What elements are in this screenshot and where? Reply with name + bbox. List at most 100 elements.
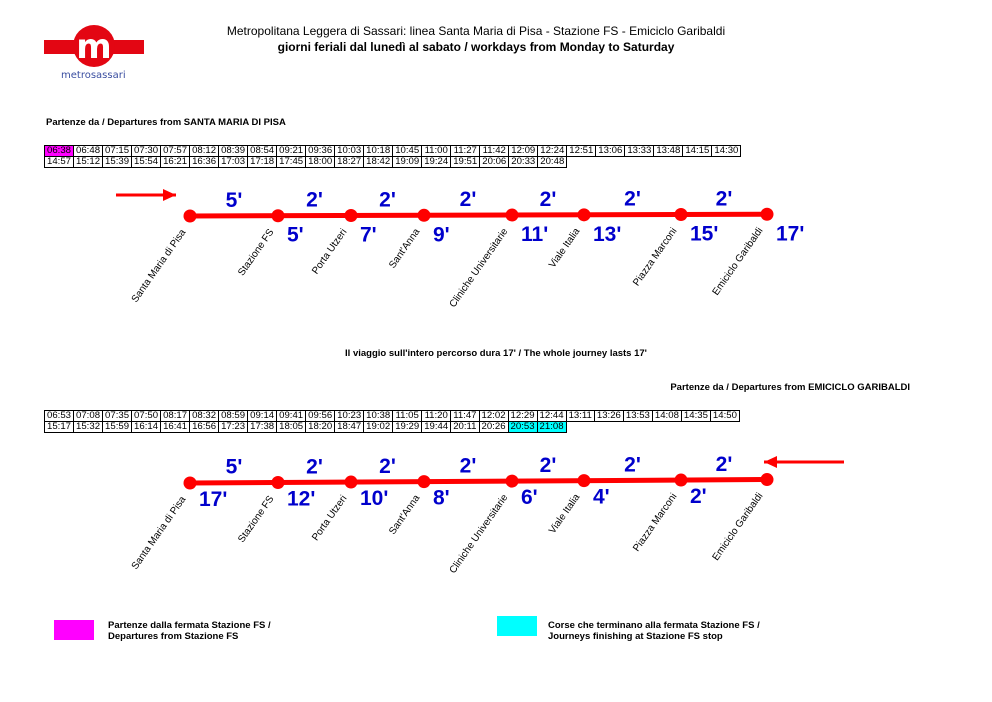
stop-marker — [344, 475, 358, 489]
stop-name: Cliniche Universitarie — [448, 492, 511, 576]
stop-name: Stazione FS — [236, 494, 276, 545]
segment-minutes: 2' — [624, 453, 641, 476]
departure-time: 08:12 — [189, 145, 220, 157]
departure-time: 06:53 — [43, 410, 75, 422]
stop-name: Santa Maria di Pisa — [130, 227, 189, 305]
departure-time: 19:24 — [421, 156, 452, 168]
cumulative-minutes: 13' — [593, 223, 621, 246]
departure-time: 14:08 — [651, 410, 682, 422]
departure-time: 09:56 — [305, 410, 336, 422]
departure-time: 09:41 — [276, 410, 307, 422]
departure-time: 11:05 — [392, 410, 423, 422]
departure-time: 08:59 — [218, 410, 249, 422]
departure-time: 10:23 — [334, 410, 365, 422]
departure-time: 11:27 — [450, 145, 481, 157]
cumulative-minutes: 10' — [360, 487, 388, 510]
stop-marker — [760, 207, 774, 221]
segment-minutes: 5' — [226, 189, 243, 212]
journey-duration-note: Il viaggio sull'intero percorso dura 17'… — [345, 348, 647, 359]
cumulative-minutes: 17' — [776, 222, 804, 245]
stop-marker — [417, 475, 431, 489]
departure-time: 15:59 — [102, 421, 133, 433]
departure-time: 12:02 — [478, 410, 509, 422]
departure-time: 13:33 — [624, 145, 655, 157]
segment-minutes: 2' — [460, 454, 477, 477]
cumulative-minutes: 15' — [690, 223, 718, 246]
departure-time: 20:11 — [450, 421, 480, 433]
segment-minutes: 2' — [716, 453, 733, 476]
legend-cyan-text: Corse che terminano alla fermata Stazion… — [548, 620, 760, 642]
segment-minutes: 2' — [460, 188, 477, 211]
stop-marker — [344, 209, 358, 223]
segment-minutes: 2' — [306, 455, 323, 478]
cumulative-minutes: 5' — [287, 224, 304, 247]
departure-time: 08:39 — [218, 145, 249, 157]
departure-time: 16:21 — [160, 156, 191, 168]
departure-time: 19:44 — [421, 421, 452, 433]
departure-time: 12:09 — [508, 145, 539, 157]
departure-time: 19:02 — [363, 421, 394, 433]
logo-wordmark: metrosassari — [61, 70, 126, 81]
cumulative-minutes: 11' — [521, 223, 548, 246]
departure-time: 18:27 — [334, 156, 365, 168]
departure-time: 14:35 — [680, 410, 711, 422]
stop-marker — [271, 209, 285, 223]
stop-name: Emiciclo Garibaldi — [711, 226, 766, 298]
departure-time: 13:53 — [622, 410, 653, 422]
legend-magenta-swatch — [54, 620, 94, 640]
departure-time: 13:48 — [653, 145, 684, 157]
departure-time: 12:51 — [566, 145, 597, 157]
departure-time: 18:42 — [363, 156, 394, 168]
cumulative-minutes: 9' — [433, 223, 450, 246]
departure-time: 17:18 — [247, 156, 278, 168]
stop-marker — [577, 208, 591, 222]
departure-time: 20:06 — [479, 156, 510, 168]
stop-name: Sant'Anna — [387, 226, 423, 270]
logo-letter: m — [76, 27, 111, 67]
stop-name: Viale Italia — [547, 226, 583, 270]
outbound-route-diagram: 5' 2' 2' 2' 2' 2' 2'5' 7' 9' 11' 13' 15' 17'Santa Ma… — [116, 187, 804, 310]
stop-name: Stazione FS — [236, 227, 276, 278]
segment-minutes: 2' — [624, 188, 641, 211]
departure-time: 16:41 — [160, 421, 191, 433]
legend-cyan-swatch — [497, 616, 537, 636]
cumulative-minutes: 2' — [690, 485, 707, 508]
segment-minutes: 2' — [379, 455, 396, 478]
direction-arrow-head — [163, 189, 176, 201]
departure-time: 10:45 — [392, 145, 423, 157]
segment-minutes: 2' — [306, 189, 323, 212]
departure-time: 07:35 — [102, 410, 133, 422]
stop-marker — [505, 474, 519, 488]
departure-time: 11:42 — [479, 145, 510, 157]
stop-name: Piazza Marconi — [631, 491, 679, 553]
departure-time: 09:14 — [247, 410, 278, 422]
direction-arrow-head — [764, 456, 777, 468]
departure-time: 11:20 — [421, 410, 452, 422]
departure-time: 15:39 — [102, 156, 133, 168]
departure-time: 07:15 — [102, 145, 133, 157]
stop-marker — [505, 208, 519, 222]
cumulative-minutes: 4' — [593, 486, 610, 509]
cumulative-minutes: 7' — [360, 224, 377, 247]
departure-time: 07:57 — [160, 145, 191, 157]
stop-name: Cliniche Universitarie — [448, 226, 511, 310]
stop-marker — [760, 473, 774, 487]
outbound-timetable: 06:38 06:48 07:15 07:30 07:57 08:12 08:39 08:54… — [43, 145, 742, 168]
segment-minutes: 2' — [379, 188, 396, 211]
stop-name: Sant'Anna — [387, 493, 423, 537]
stop-name: Porta Utzeri — [310, 227, 349, 277]
departure-time: 17:45 — [276, 156, 307, 168]
departure-time: 06:38 — [43, 145, 75, 157]
departure-time: 13:11 — [565, 410, 595, 422]
segment-minutes: 2' — [540, 188, 557, 211]
departure-time: 12:29 — [507, 410, 538, 422]
cumulative-minutes: 12' — [287, 487, 315, 510]
departure-time: 17:38 — [247, 421, 278, 433]
stop-marker — [183, 476, 197, 490]
departure-time: 20:26 — [478, 421, 509, 433]
departure-time: 10:03 — [334, 145, 365, 157]
departure-time: 18:47 — [334, 421, 365, 433]
departure-time: 10:18 — [363, 145, 394, 157]
departure-time: 17:03 — [218, 156, 249, 168]
departure-time: 10:38 — [363, 410, 394, 422]
